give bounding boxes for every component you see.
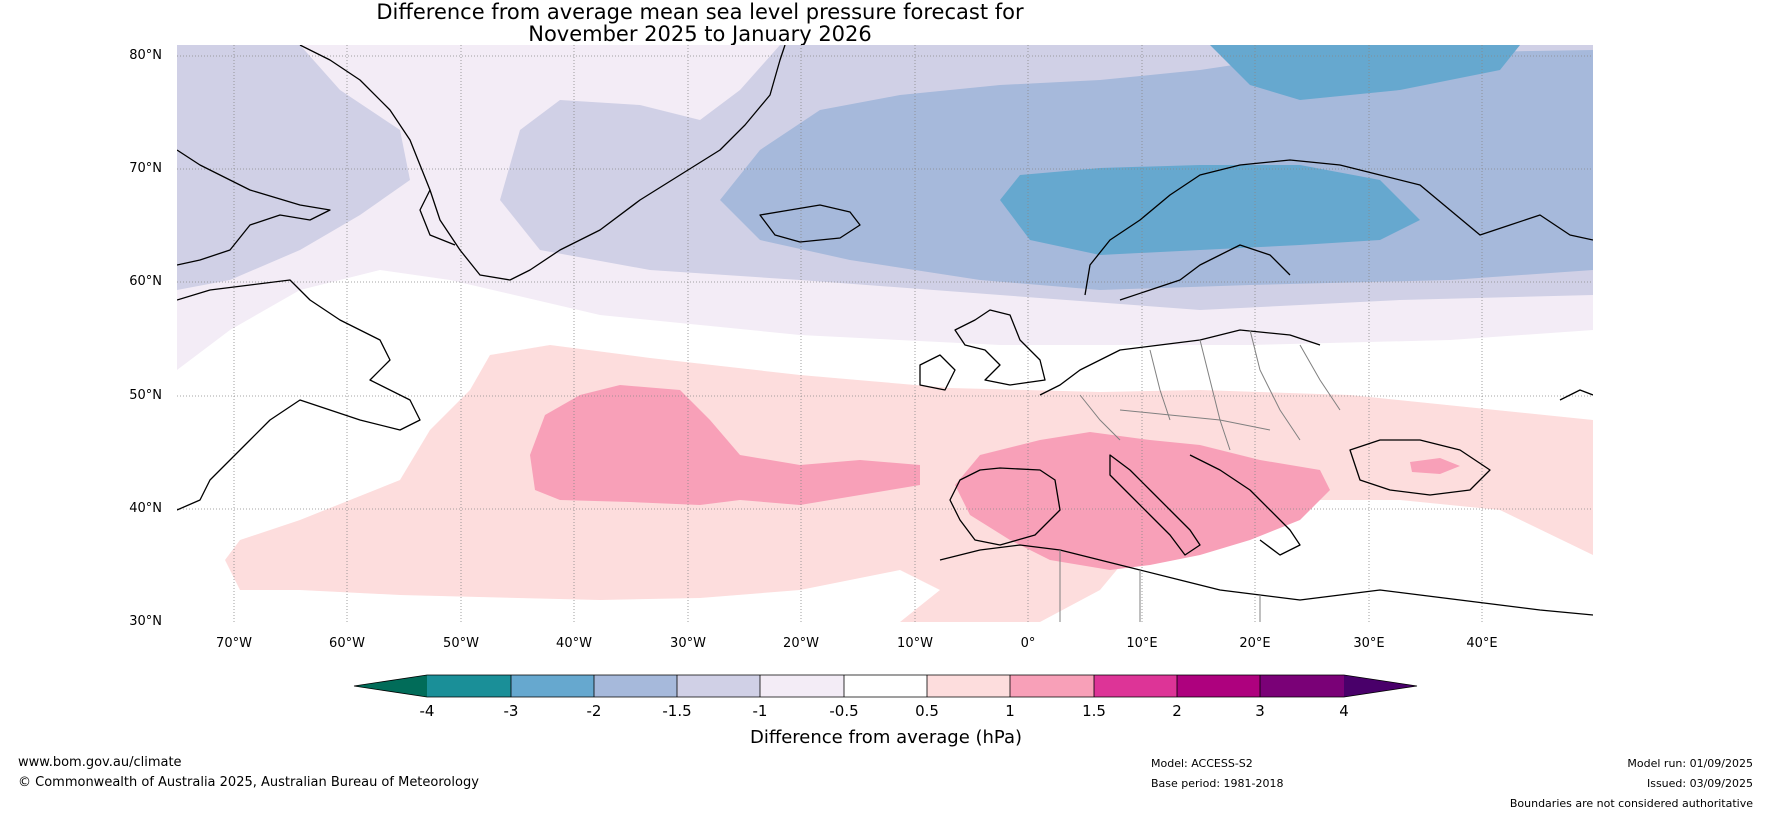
colorbar-tick: -3: [503, 702, 519, 720]
lat-label: 80°N: [129, 48, 162, 63]
colorbar-tick: 2: [1172, 702, 1182, 720]
model-text: Model: ACCESS-S2: [1151, 757, 1253, 770]
colorbar-extend-low: [354, 675, 427, 697]
issued-text: Issued: 03/09/2025: [1646, 777, 1753, 790]
lon-label: 70°W: [216, 636, 252, 651]
lon-label: 50°W: [443, 636, 479, 651]
colorbar-tick: 0.5: [915, 702, 939, 720]
lon-label: 10°E: [1126, 636, 1158, 651]
colorbar-segment: [760, 675, 844, 697]
map-title-line-2: November 2025 to January 2026: [528, 22, 872, 46]
colorbar-segment: [844, 675, 927, 697]
lon-label: 40°W: [556, 636, 592, 651]
lon-label: 10°W: [897, 636, 933, 651]
lat-label: 70°N: [129, 161, 162, 176]
colorbar-tick: -4: [419, 702, 435, 720]
colorbar-tick: -2: [586, 702, 602, 720]
model-run-text: Model run: 01/09/2025: [1627, 757, 1753, 770]
base-period-text: Base period: 1981-2018: [1151, 777, 1284, 790]
disclaimer-text: Boundaries are not considered authoritat…: [1509, 797, 1753, 810]
colorbar-segment: [1177, 675, 1260, 697]
colorbar-segment: [594, 675, 677, 697]
colorbar-extend-high: [1344, 675, 1417, 697]
colorbar-tick: -0.5: [829, 702, 859, 720]
colorbar-tick: 3: [1255, 702, 1265, 720]
anomaly-region-plus-1-mediterranean: [955, 432, 1330, 570]
lat-label: 50°N: [129, 388, 162, 403]
lon-label: 30°W: [670, 636, 706, 651]
colorbar-tick: 1.5: [1082, 702, 1106, 720]
colorbar-tick: 4: [1339, 702, 1349, 720]
colorbar-segment: [511, 675, 594, 697]
colorbar: [353, 674, 1418, 698]
website-text: www.bom.gov.au/climate: [18, 755, 182, 770]
anomaly-region-minus-1-west: [177, 45, 410, 290]
anomaly-region-plus-1-blacksea: [1410, 458, 1460, 474]
colorbar-segment: [927, 675, 1010, 697]
lon-label: 40°E: [1466, 636, 1498, 651]
lon-label: 20°E: [1239, 636, 1271, 651]
colorbar-tick: -1.5: [662, 702, 692, 720]
anomaly-region-minus-2-north: [1210, 45, 1520, 100]
lat-label: 60°N: [129, 274, 162, 289]
colorbar-tick: -1: [752, 702, 768, 720]
anomaly-region-plus-1-atlantic: [530, 385, 920, 505]
coastlines: [177, 45, 1593, 616]
colorbar-segment: [427, 675, 511, 697]
lon-label: 60°W: [329, 636, 365, 651]
colorbar-tick: 1: [1005, 702, 1015, 720]
colorbar-segment: [1010, 675, 1094, 697]
anomaly-region-minus-2-scandinavia: [1000, 165, 1420, 255]
colorbar-segment: [1260, 675, 1344, 697]
lon-label: 30°E: [1353, 636, 1385, 651]
country-borders: [1059, 329, 1341, 622]
map-title-line-1: Difference from average mean sea level p…: [376, 0, 1024, 24]
copyright-text: © Commonwealth of Australia 2025, Austra…: [18, 775, 479, 790]
lon-label: 20°W: [783, 636, 819, 651]
colorbar-segment: [1094, 675, 1177, 697]
lat-label: 40°N: [129, 501, 162, 516]
lon-label: 0°: [1020, 636, 1036, 651]
colorbar-label: Difference from average (hPa): [749, 727, 1023, 748]
lat-label: 30°N: [129, 614, 162, 629]
colorbar-segment: [677, 675, 760, 697]
